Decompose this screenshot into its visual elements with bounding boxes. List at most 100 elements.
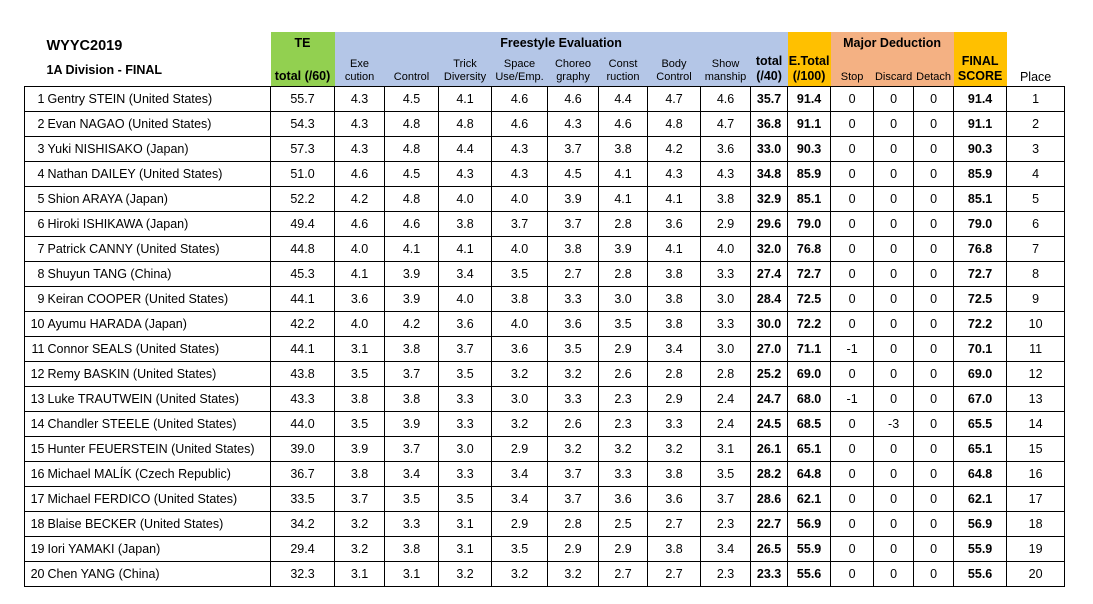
detach-cell: 0	[913, 136, 955, 162]
stop-cell: 0	[830, 186, 875, 212]
body-control-cell: 3.8	[647, 261, 702, 287]
stop-cell: 0	[830, 311, 875, 337]
e-total-cell: 72.7	[787, 261, 832, 287]
e-total-cell: 72.2	[787, 311, 832, 337]
final-score-cell: 55.9	[953, 536, 1008, 562]
e-total-cell: 65.1	[787, 436, 832, 462]
fe-total-cell: 30.0	[750, 311, 789, 337]
header-row-groups: WYYC2019 TE Freestyle Evaluation E.Total…	[25, 32, 1065, 87]
fe-total-cell: 27.4	[750, 261, 789, 287]
trick-diversity-cell: 3.2	[438, 561, 493, 587]
table-row: 8 Shuyun TANG (China) 45.3 4.1 3.9 3.4 3.5 2.7 2…	[24, 261, 1066, 287]
stop-cell: 0	[830, 211, 875, 237]
body-control-cell: 4.7	[647, 86, 702, 112]
showmanship-cell: 3.5	[700, 461, 752, 487]
discard-header: Discard	[873, 54, 914, 87]
detach-cell: 0	[913, 486, 955, 512]
final-score-header: FINAL SCORE	[953, 32, 1007, 87]
execution-cell: 3.1	[334, 561, 386, 587]
choreography-cell: 3.2	[547, 361, 600, 387]
detach-cell: 0	[913, 461, 955, 487]
construction-cell: 2.7	[598, 561, 649, 587]
final-score-cell: 76.8	[953, 236, 1008, 262]
construction-cell: 4.1	[598, 186, 649, 212]
place-cell: 9	[1006, 286, 1066, 312]
discard-cell: 0	[873, 211, 915, 237]
place-header: Place	[1019, 70, 1052, 84]
space-use-cell: 2.9	[491, 436, 549, 462]
space-use-cell: 4.3	[491, 161, 549, 187]
space-use-cell: 4.0	[491, 186, 549, 212]
choreography-cell: 3.2	[547, 561, 600, 587]
discard-cell: 0	[873, 461, 915, 487]
body-control-cell: 3.2	[647, 436, 702, 462]
final-score-cell: 69.0	[953, 361, 1008, 387]
final-score-cell: 70.1	[953, 336, 1008, 362]
control-cell: 4.6	[384, 211, 440, 237]
construction-cell: 2.9	[598, 336, 649, 362]
final-score-cell: 64.8	[953, 461, 1008, 487]
name-cell: Nathan DAILEY (United States)	[46, 161, 272, 187]
name-cell: Gentry STEIN (United States)	[46, 86, 272, 112]
place-cell: 12	[1006, 361, 1066, 387]
showmanship-cell: 4.0	[700, 236, 752, 262]
body-control-cell: 4.1	[647, 236, 702, 262]
stop-cell: 0	[830, 261, 875, 287]
trick-diversity-cell: 3.1	[438, 511, 493, 537]
detach-cell: 0	[913, 186, 955, 212]
te-group-header: TE	[270, 32, 335, 54]
table-row: 3 Yuki NISHISAKO (Japan) 57.3 4.3 4.8 4.4 4.3 3…	[24, 136, 1066, 162]
detach-cell: 0	[913, 561, 955, 587]
discard-cell: 0	[873, 261, 915, 287]
stop-cell: 0	[830, 536, 875, 562]
execution-cell: 3.8	[334, 386, 386, 412]
trick-diversity-cell: 3.8	[438, 211, 493, 237]
place-cell: 14	[1006, 411, 1066, 437]
construction-cell: 2.8	[598, 211, 649, 237]
execution-cell: 3.9	[334, 436, 386, 462]
stop-cell: -1	[830, 386, 875, 412]
fe-total-cell: 29.6	[750, 211, 789, 237]
e-total-cell: 71.1	[787, 336, 832, 362]
choreography-cell: 2.7	[547, 261, 600, 287]
stop-cell: 0	[830, 511, 875, 537]
final-score-cell: 67.0	[953, 386, 1008, 412]
detach-cell: 0	[913, 161, 955, 187]
choreography-cell: 3.7	[547, 461, 600, 487]
te-total-cell: 44.1	[270, 286, 336, 312]
name-cell: Ayumu HARADA (Japan)	[46, 311, 272, 337]
detach-cell: 0	[913, 336, 955, 362]
body-control-cell: 3.3	[647, 411, 702, 437]
final-score-cell: 56.9	[953, 511, 1008, 537]
choreography-cell: 3.3	[547, 286, 600, 312]
rank-cell: 15	[24, 436, 47, 462]
body-control-cell: 4.8	[647, 111, 702, 137]
choreography-cell: 3.7	[547, 211, 600, 237]
e-total-cell: 91.1	[787, 111, 832, 137]
trick-diversity-cell: 3.5	[438, 486, 493, 512]
execution-cell: 4.3	[334, 136, 386, 162]
te-total-cell: 29.4	[270, 536, 336, 562]
detach-cell: 0	[913, 111, 955, 137]
body-control-cell: 3.8	[647, 311, 702, 337]
detach-cell: 0	[913, 411, 955, 437]
choreography-cell: 2.6	[547, 411, 600, 437]
final-score-cell: 90.3	[953, 136, 1008, 162]
e-total-cell: 62.1	[787, 486, 832, 512]
rank-cell: 12	[24, 361, 47, 387]
stop-header: Stop	[830, 54, 874, 87]
rank-cell: 6	[24, 211, 47, 237]
trick-diversity-cell: 4.3	[438, 161, 493, 187]
body-control-cell: 4.2	[647, 136, 702, 162]
rank-cell: 13	[24, 386, 47, 412]
name-cell: Patrick CANNY (United States)	[46, 236, 272, 262]
choreography-cell: 3.7	[547, 486, 600, 512]
execution-cell: 4.3	[334, 86, 386, 112]
detach-cell: 0	[913, 211, 955, 237]
e-total-cell: 68.5	[787, 411, 832, 437]
rank-cell: 1	[24, 86, 47, 112]
choreography-cell: 2.9	[547, 536, 600, 562]
construction-cell: 3.5	[598, 311, 649, 337]
execution-cell: 4.1	[334, 261, 386, 287]
e-total-cell: 76.8	[787, 236, 832, 262]
